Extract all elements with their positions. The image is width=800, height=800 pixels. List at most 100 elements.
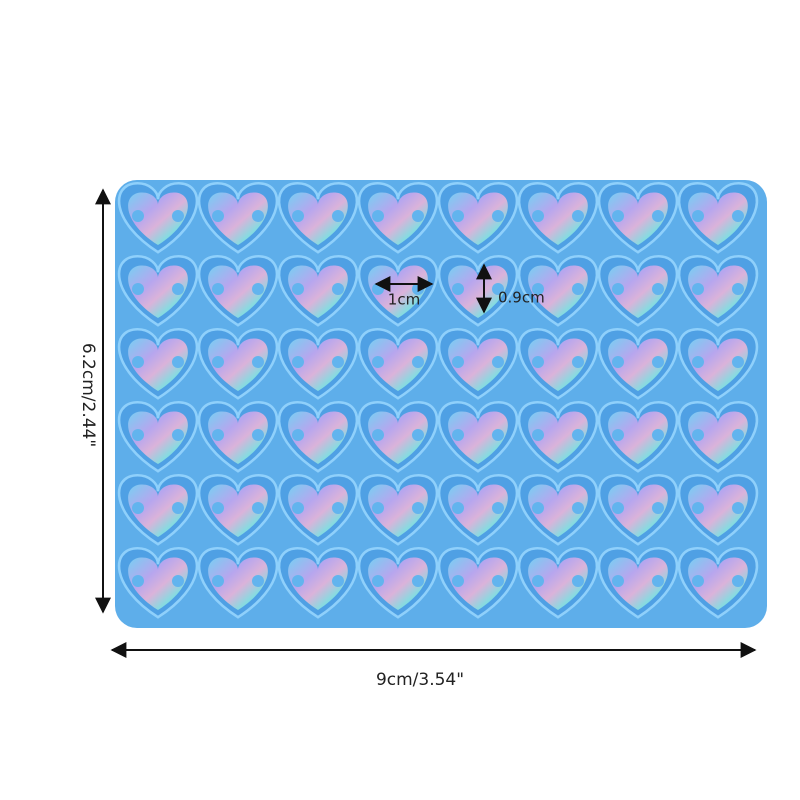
hole-peg (492, 429, 504, 441)
hole-peg (372, 356, 384, 368)
hole-peg (172, 502, 184, 514)
hole-peg (292, 429, 304, 441)
hole-peg (572, 575, 584, 587)
heart-cavity (448, 411, 508, 465)
heart-cavity (608, 338, 668, 392)
hole-peg (172, 575, 184, 587)
hole-peg (492, 575, 504, 587)
hole-peg (172, 210, 184, 222)
hole-peg (452, 283, 464, 295)
hole-peg (372, 210, 384, 222)
heart-cavity (208, 192, 268, 246)
hole-peg (252, 429, 264, 441)
heart-cavity (288, 411, 348, 465)
heart-cavity (368, 484, 428, 538)
hole-peg (452, 210, 464, 222)
hole-peg (692, 502, 704, 514)
hole-peg (732, 502, 744, 514)
hole-peg (412, 575, 424, 587)
hole-peg (412, 210, 424, 222)
hole-peg (372, 429, 384, 441)
heart-grid (117, 182, 759, 619)
heart-cavity (688, 338, 748, 392)
hole-peg (532, 283, 544, 295)
hole-peg (132, 429, 144, 441)
hole-peg (172, 356, 184, 368)
hole-peg (412, 429, 424, 441)
hole-peg (732, 210, 744, 222)
hole-peg (332, 356, 344, 368)
width-label: 9cm/3.54" (376, 670, 464, 690)
heart-cavity (688, 265, 748, 319)
hole-peg (332, 283, 344, 295)
heart-cavity (208, 557, 268, 611)
hole-peg (132, 575, 144, 587)
heart-cavity (288, 484, 348, 538)
heart-cavity (448, 192, 508, 246)
heart-cavity (128, 265, 188, 319)
heart-cavity (128, 192, 188, 246)
heart-cavity (688, 192, 748, 246)
hole-peg (532, 429, 544, 441)
heart-cavity (128, 557, 188, 611)
hole-peg (452, 429, 464, 441)
hole-peg (172, 429, 184, 441)
hole-peg (492, 356, 504, 368)
hole-peg (412, 356, 424, 368)
heart-cavity (288, 192, 348, 246)
hole-peg (652, 210, 664, 222)
hole-peg (252, 356, 264, 368)
hole-peg (212, 502, 224, 514)
hole-peg (372, 502, 384, 514)
heart-cavity (608, 265, 668, 319)
heart-cavity (528, 411, 588, 465)
hole-peg (212, 356, 224, 368)
hole-peg (492, 210, 504, 222)
hole-peg (532, 502, 544, 514)
hole-peg (132, 356, 144, 368)
heart-cavity (128, 411, 188, 465)
height-label: 6.2cm/2.44" (78, 343, 98, 447)
heart-cavity (208, 265, 268, 319)
heart-cavity (208, 411, 268, 465)
hole-peg (132, 502, 144, 514)
hole-peg (612, 356, 624, 368)
heart-width-label: 1cm (388, 291, 420, 309)
hole-peg (292, 502, 304, 514)
hole-peg (452, 356, 464, 368)
hole-peg (692, 356, 704, 368)
hole-peg (612, 575, 624, 587)
heart-cavity (288, 338, 348, 392)
hole-peg (692, 283, 704, 295)
heart-cavity (368, 411, 428, 465)
hole-peg (532, 356, 544, 368)
hole-peg (212, 575, 224, 587)
heart-cavity (688, 557, 748, 611)
heart-cavity (448, 338, 508, 392)
hole-peg (332, 502, 344, 514)
heart-cavity (528, 338, 588, 392)
hole-peg (692, 210, 704, 222)
hole-peg (652, 575, 664, 587)
hole-peg (572, 210, 584, 222)
hole-peg (412, 502, 424, 514)
hole-peg (172, 283, 184, 295)
heart-cavity (528, 557, 588, 611)
heart-cavity (288, 557, 348, 611)
heart-cavity (448, 484, 508, 538)
hole-peg (652, 283, 664, 295)
heart-cavity (528, 265, 588, 319)
hole-peg (692, 575, 704, 587)
heart-cavity (288, 265, 348, 319)
hole-peg (532, 210, 544, 222)
hole-peg (212, 283, 224, 295)
heart-cavity (688, 484, 748, 538)
heart-cavity (368, 192, 428, 246)
hole-peg (652, 429, 664, 441)
hole-peg (132, 210, 144, 222)
hole-peg (292, 283, 304, 295)
hole-peg (732, 575, 744, 587)
hole-peg (212, 429, 224, 441)
